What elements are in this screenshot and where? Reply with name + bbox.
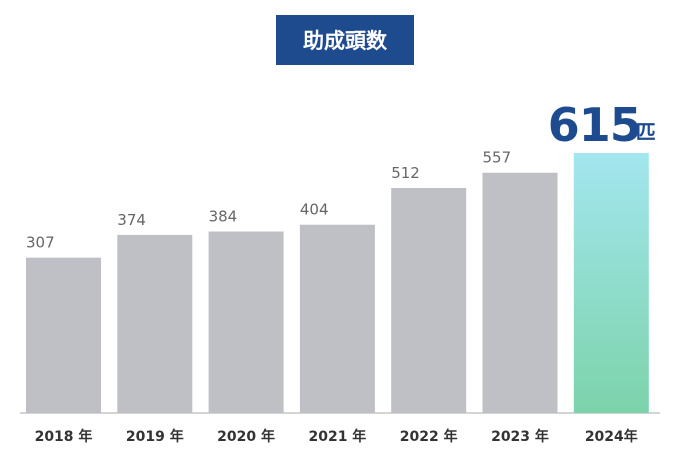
value-label: 374 xyxy=(117,211,146,229)
value-label: 404 xyxy=(300,201,329,219)
x-tick-label: 2023 年 xyxy=(491,428,549,445)
value-label: 512 xyxy=(391,164,420,182)
value-label: 384 xyxy=(209,208,238,226)
bar xyxy=(208,231,284,413)
chart-title: 助成頭数 xyxy=(303,29,388,53)
x-tick-label: 2018 年 xyxy=(35,428,93,445)
bar xyxy=(299,224,375,413)
unit-label: 匹 xyxy=(636,120,656,144)
value-label: 557 xyxy=(483,149,512,167)
value-label: 615 xyxy=(548,98,641,152)
title-box xyxy=(276,15,414,65)
bar xyxy=(573,153,649,413)
x-tick-label: 2021 年 xyxy=(308,428,366,445)
x-tick-label: 2022 年 xyxy=(400,428,458,445)
x-tick-label: 2020 年 xyxy=(217,428,275,445)
bar xyxy=(26,257,101,413)
value-label: 307 xyxy=(26,234,55,252)
x-tick-label: 2019 年 xyxy=(126,428,184,445)
bar xyxy=(482,172,558,413)
bar xyxy=(391,188,467,413)
bar xyxy=(117,234,193,413)
x-tick-label: 2024年 xyxy=(585,428,638,445)
